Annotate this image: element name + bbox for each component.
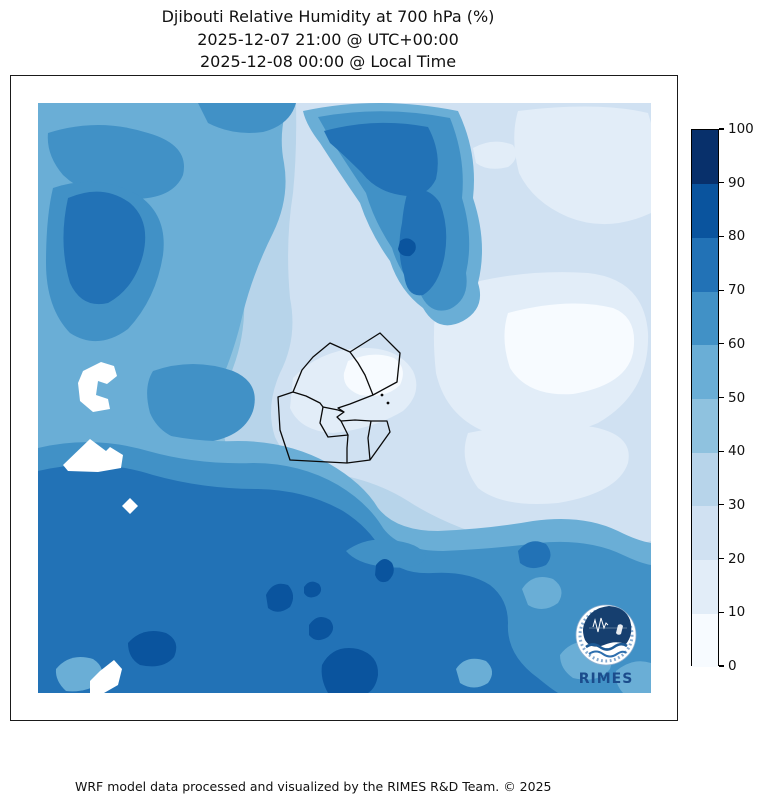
- island-marker: [380, 393, 384, 397]
- colorbar-tick-mark: [719, 396, 724, 399]
- contour-region-rh-10-20: [514, 106, 651, 225]
- plot-subtitle-local: 2025-12-08 00:00 @ Local Time: [199, 52, 457, 71]
- rimes-logo-wave-2: [588, 650, 627, 658]
- colorbar-tick-label: 50: [728, 389, 746, 406]
- rimes-logo-seismograph-icon: [592, 617, 609, 633]
- colorbar-tick-label: 90: [728, 174, 746, 191]
- contour-region-rh-70-80-west: [63, 191, 146, 305]
- colorbar-tick-mark: [719, 128, 724, 130]
- contour-region-south-80-90: [309, 616, 334, 641]
- contour-region-south-80-90: [321, 648, 379, 693]
- djibouti-admin-boundary: [292, 391, 324, 408]
- djibouti-admin-boundary: [346, 434, 349, 463]
- plot-title-block: Djibouti Relative Humidity at 700 hPa (%…: [0, 6, 656, 74]
- colorbar-tick-label: 80: [728, 228, 746, 245]
- contour-region-south-50-60-spots: [456, 658, 493, 688]
- colorbar-tick-label: 100: [728, 121, 754, 137]
- colorbar-segment-80-90: [692, 183, 718, 238]
- rimes-logo-mountain: [583, 606, 632, 647]
- contour-region-rh-10-20: [473, 141, 517, 169]
- contour-region-masked-white: [63, 439, 123, 472]
- colorbar-segment-10-20: [692, 559, 718, 614]
- contour-region-rh-10-20: [464, 424, 629, 504]
- contour-region-south-50-60-spots: [615, 661, 651, 693]
- colorbar-tick-label: 20: [728, 550, 746, 567]
- contour-region-rh-0-10: [504, 303, 635, 395]
- rimes-logo: RIMES: [575, 604, 637, 687]
- colorbar-segment-90-100: [692, 130, 718, 185]
- colorbar-gradient: [691, 129, 719, 668]
- colorbar-segment-40-50: [692, 398, 718, 453]
- colorbar-tick-mark: [719, 450, 724, 452]
- contour-region-cluster-80-90: [398, 238, 416, 257]
- djibouti-admin-boundary: [322, 406, 345, 413]
- colorbar-tick-mark: [719, 504, 724, 506]
- colorbar-tick-label: 70: [728, 282, 746, 299]
- relative-humidity-contour-svg: [38, 103, 651, 693]
- colorbar-tick-label: 30: [728, 496, 746, 513]
- plot-subtitle-utc: 2025-12-07 21:00 @ UTC+00:00: [197, 29, 459, 49]
- rimes-logo-wave-1: [585, 642, 628, 651]
- colorbar: 0 10 20 30 40 50 60 70 80 90 100: [691, 121, 754, 674]
- contour-map: [38, 103, 651, 693]
- contour-region-south-80-90: [304, 581, 322, 598]
- colorbar-tick-mark: [719, 558, 724, 560]
- colorbar-segment-70-80: [692, 237, 718, 292]
- contour-region-masked-white: [122, 498, 138, 514]
- rimes-logo-figure-silhouette: [616, 624, 623, 635]
- djibouti-admin-boundary: [277, 332, 401, 464]
- island-marker: [386, 401, 390, 405]
- colorbar-segment-0-10: [692, 613, 718, 668]
- colorbar-tick-mark: [719, 182, 724, 184]
- djibouti-admin-boundary: [319, 406, 349, 438]
- colorbar-tick-label: 40: [728, 443, 746, 460]
- contour-region-south-80-90: [266, 583, 294, 612]
- colorbar-segment-30-40: [692, 452, 718, 507]
- contour-region-south-80-90: [375, 558, 394, 583]
- colorbar-tick-mark: [719, 665, 724, 667]
- plot-title: Djibouti Relative Humidity at 700 hPa (%…: [161, 7, 495, 26]
- contour-region-rh-60-70-west: [147, 364, 255, 443]
- contour-region-rh-60-70-west: [47, 125, 184, 199]
- colorbar-tick-mark: [719, 289, 724, 291]
- contour-region-masked-white: [78, 362, 117, 412]
- contour-region-south-50-60-spots: [522, 576, 562, 610]
- colorbar-segment-50-60: [692, 344, 718, 399]
- colorbar-tick-mark: [719, 235, 724, 237]
- rimes-logo-rim-text-ring: [578, 607, 634, 663]
- contour-region-south-80-90: [128, 630, 177, 667]
- djibouti-admin-boundary: [367, 420, 372, 461]
- colorbar-tick-label: 60: [728, 335, 746, 352]
- djibouti-admin-boundary: [349, 351, 374, 396]
- colorbar-tick-mark: [719, 343, 724, 345]
- credit-text: WRF model data processed and visualized …: [75, 779, 552, 794]
- contour-region-south-60-70-streak: [346, 539, 426, 568]
- rimes-logo-wordmark: RIMES: [579, 671, 634, 687]
- contour-region-rh-0-10: [343, 354, 403, 396]
- contour-region-cluster-70-80: [399, 189, 447, 296]
- contour-region-rh-60-70-west: [198, 103, 296, 133]
- colorbar-segment-20-30: [692, 505, 718, 561]
- map-axes-frame: RIMES: [10, 75, 678, 721]
- colorbar-tick-label: 0: [728, 658, 737, 674]
- colorbar-segment-60-70: [692, 291, 718, 346]
- contour-region-south-70-80-spot: [518, 541, 551, 569]
- contour-region-cluster-70-80: [324, 122, 438, 196]
- contour-region-masked-white: [90, 660, 122, 693]
- colorbar-tick-label: 10: [728, 604, 746, 621]
- colorbar-tick-mark: [719, 611, 724, 613]
